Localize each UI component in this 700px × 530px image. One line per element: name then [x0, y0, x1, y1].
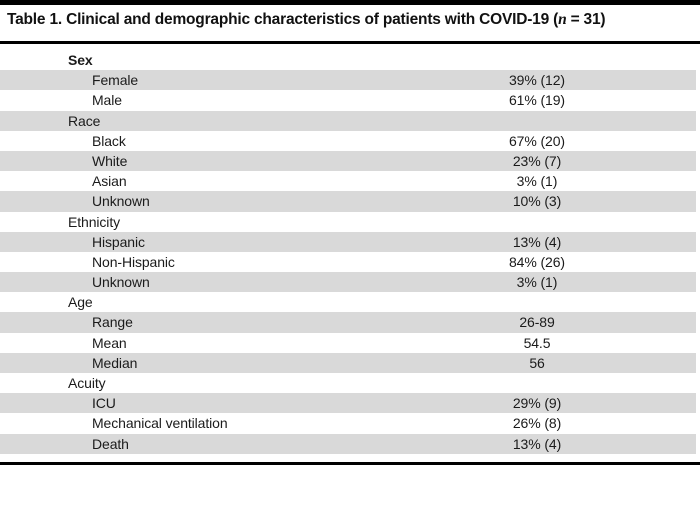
row-label: Female [92, 72, 139, 89]
header-rule [0, 41, 700, 44]
table-row: Mechanical ventilation 26% (8) [0, 413, 696, 433]
row-label: White [92, 152, 128, 169]
table-row: Black 67% (20) [0, 131, 696, 151]
table-row: Acuity [0, 373, 696, 393]
row-value: 3% (1) [516, 173, 558, 190]
row-value: 23% (7) [512, 152, 562, 169]
table-row: Mean 54.5 [0, 333, 696, 353]
table-row: Sex [0, 50, 696, 70]
row-label: Race [68, 112, 101, 129]
table-row: Ethnicity [0, 212, 696, 232]
table-row: Male 61% (19) [0, 90, 696, 110]
table-body: Sex Female 39% (12) Male 61% (19) Race B… [0, 44, 700, 454]
row-label: Asian [92, 173, 127, 190]
table-row: Asian 3% (1) [0, 171, 696, 191]
row-label: Sex [68, 52, 93, 68]
row-label: Hispanic [92, 233, 145, 250]
table-row: Non-Hispanic 84% (26) [0, 252, 696, 272]
table-title-italic-n: n [558, 11, 567, 28]
table-title: Table 1. Clinical and demographic charac… [7, 11, 697, 29]
table-row: Range 26-89 [0, 312, 696, 333]
row-value: 10% (3) [512, 193, 562, 210]
row-value: 3% (1) [516, 274, 558, 291]
table-row: White 23% (7) [0, 150, 696, 172]
row-label: Mean [92, 334, 127, 351]
table-row: Unknown 10% (3) [0, 191, 696, 212]
row-value: 13% (4) [512, 233, 562, 250]
row-label: Non-Hispanic [92, 253, 175, 270]
table-row: Female 39% (12) [0, 70, 696, 91]
row-label: ICU [92, 395, 116, 412]
table-row: Hispanic 13% (4) [0, 231, 696, 252]
table-title-text: Table 1. Clinical and demographic charac… [7, 11, 559, 28]
table-row: Age [0, 292, 696, 312]
row-label: Unknown [92, 274, 150, 291]
row-label: Mechanical ventilation [92, 415, 228, 432]
row-label: Range [92, 314, 133, 331]
row-label: Male [92, 92, 122, 109]
row-value: 56 [529, 354, 545, 371]
table-title-suffix: = 31) [566, 11, 606, 28]
row-value: 67% (20) [508, 132, 565, 149]
row-value: 13% (4) [512, 435, 562, 452]
row-label: Age [68, 294, 93, 311]
row-value: 61% (19) [508, 92, 565, 109]
row-value: 54.5 [523, 334, 551, 351]
table-row: ICU 29% (9) [0, 393, 696, 414]
table-row: Death 13% (4) [0, 433, 696, 454]
row-label: Death [92, 435, 129, 452]
row-label: Ethnicity [68, 213, 121, 230]
row-label: Unknown [92, 193, 150, 210]
row-value: 26-89 [519, 314, 555, 331]
row-label: Median [92, 354, 138, 371]
table-row: Unknown 3% (1) [0, 272, 696, 293]
row-value: 26% (8) [512, 415, 562, 432]
row-value: 84% (26) [508, 253, 565, 270]
bottom-rule [0, 462, 700, 465]
table-row: Race [0, 110, 696, 131]
row-label: Acuity [68, 375, 106, 391]
row-value: 29% (9) [512, 395, 562, 412]
table-row: Median 56 [0, 352, 696, 373]
row-value: 39% (12) [508, 72, 565, 89]
row-label: Black [92, 132, 126, 149]
top-black-bar [0, 0, 700, 5]
